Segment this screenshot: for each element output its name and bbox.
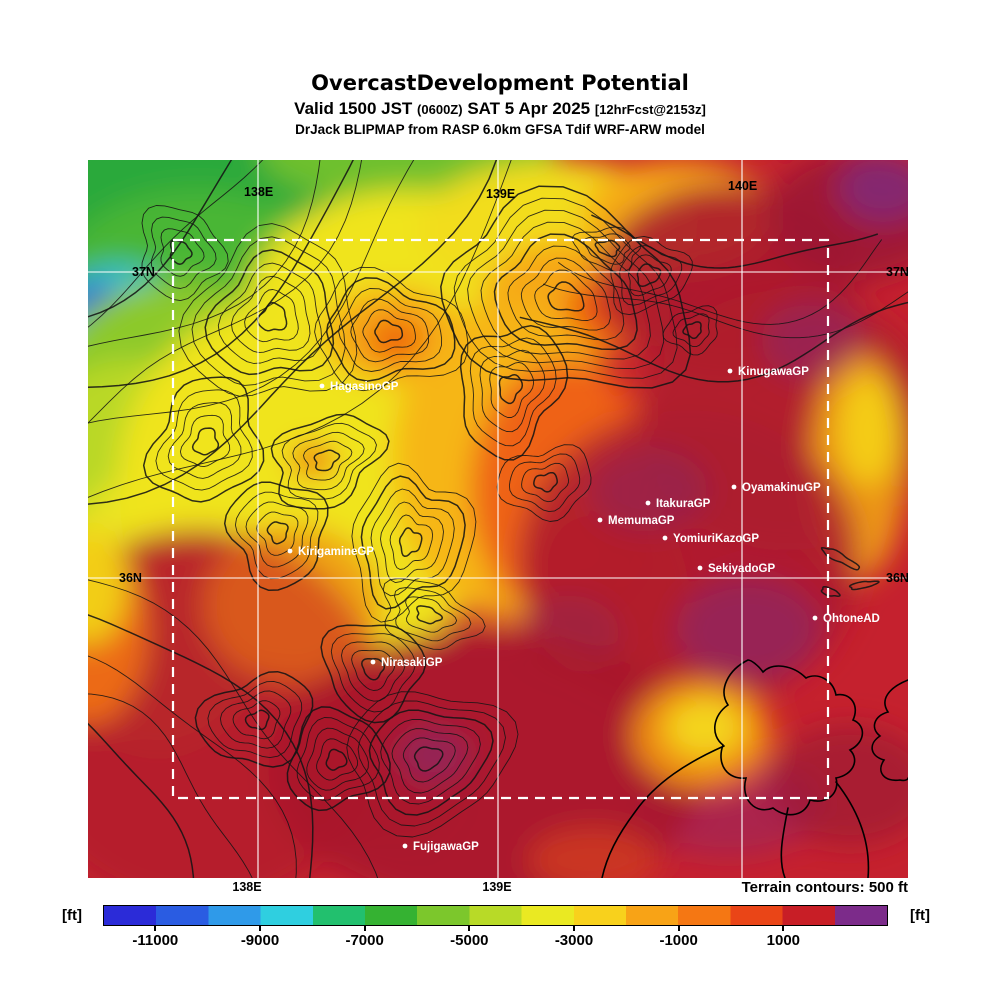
valid-time: Valid 1500 JST — [294, 99, 413, 119]
terrain-contour-lines — [88, 160, 908, 878]
lon-label: 140E — [728, 179, 757, 193]
colorbar-gradient — [104, 906, 887, 925]
site-label: YomiuriKazoGP — [673, 533, 759, 545]
colorbar-tick — [573, 926, 575, 931]
site-dot — [697, 565, 703, 571]
site-dot — [812, 615, 818, 621]
site-dot — [645, 500, 651, 506]
site-label: FujigawaGP — [413, 841, 479, 853]
potential-color-field — [88, 160, 908, 878]
site-dot — [319, 383, 325, 389]
terrain-contours-note: Terrain contours: 500 ft — [741, 879, 908, 896]
valid-time-zulu: (0600Z) — [417, 102, 463, 118]
site-dot — [597, 517, 603, 523]
colorbar-tick-label: 1000 — [766, 932, 801, 949]
latlon-gridlines — [88, 160, 908, 878]
colorbar-tick-label: -9000 — [240, 932, 280, 949]
colorbar-tick — [468, 926, 471, 931]
map-svg: 138E 139E 140E 37N 37N 36N 36N HagasinoGP Kinuga… — [88, 160, 908, 878]
colorbar — [103, 905, 888, 926]
site-label: ItakuraGP — [656, 498, 711, 510]
domain-dashed-box — [171, 238, 830, 800]
site-label: MemumaGP — [608, 515, 675, 527]
site-dot — [662, 535, 668, 541]
site-dot — [402, 843, 408, 849]
site-dot — [731, 484, 737, 490]
bottom-lon-label: 139E — [482, 880, 512, 894]
site-markers: HagasinoGP KinugawaGP OyamakinuGP ItakuraGP… — [287, 366, 880, 853]
lon-label: 138E — [244, 185, 273, 199]
colorbar-tick — [154, 926, 157, 931]
site-dot — [727, 368, 733, 374]
site-label: HagasinoGP — [330, 381, 399, 393]
site-label: OyamakinuGP — [742, 482, 821, 494]
site-label: NirasakiGP — [381, 657, 443, 669]
forecast-tag: [12hrFcst@2153z] — [594, 102, 706, 118]
lat-label: 37N — [132, 265, 155, 279]
model-line: DrJack BLIPMAP from RASP 6.0km GFSA Tdif… — [295, 121, 705, 137]
colorbar-tick-label: -1000 — [659, 932, 698, 949]
header: OvercastDevelopment Potential Valid 1500… — [0, 70, 1000, 138]
colorbar-tick — [259, 926, 261, 931]
site-label: SekiyadoGP — [708, 563, 775, 575]
bottom-lon-label: 138E — [232, 880, 262, 894]
page-title: OvercastDevelopment Potential — [311, 71, 689, 95]
colorbar-tick-label: -5000 — [450, 932, 489, 949]
colorbar-tick — [782, 926, 785, 931]
colorbar-unit-right: [ft] — [910, 907, 930, 924]
lat-label: 36N — [119, 571, 142, 585]
colorbar-tick-label: -7000 — [345, 932, 384, 949]
colorbar-tick-label: -11000 — [132, 932, 179, 949]
lon-label: 139E — [486, 187, 515, 201]
map-canvas: 138E 139E 140E 37N 37N 36N 36N HagasinoGP Kinuga… — [88, 160, 908, 878]
grid-labels: 138E 139E 140E 37N 37N 36N 36N — [119, 179, 908, 585]
site-dot — [287, 548, 293, 554]
lat-label: 37N — [886, 265, 908, 279]
colorbar-unit-left: [ft] — [62, 907, 82, 924]
colorbar-tick — [677, 926, 680, 931]
site-label: KirigamineGP — [298, 546, 374, 558]
valid-date: SAT 5 Apr 2025 — [467, 99, 591, 119]
site-label: OhtoneAD — [823, 613, 880, 625]
valid-time-line: Valid 1500 JST (0600Z) SAT 5 Apr 2025 [1… — [0, 98, 1000, 119]
lat-label: 36N — [886, 571, 908, 585]
colorbar-tick-label: -3000 — [554, 932, 594, 949]
site-label: KinugawaGP — [738, 366, 809, 378]
site-dot — [370, 659, 376, 665]
colorbar-tick — [363, 926, 366, 931]
coastline — [601, 659, 908, 878]
